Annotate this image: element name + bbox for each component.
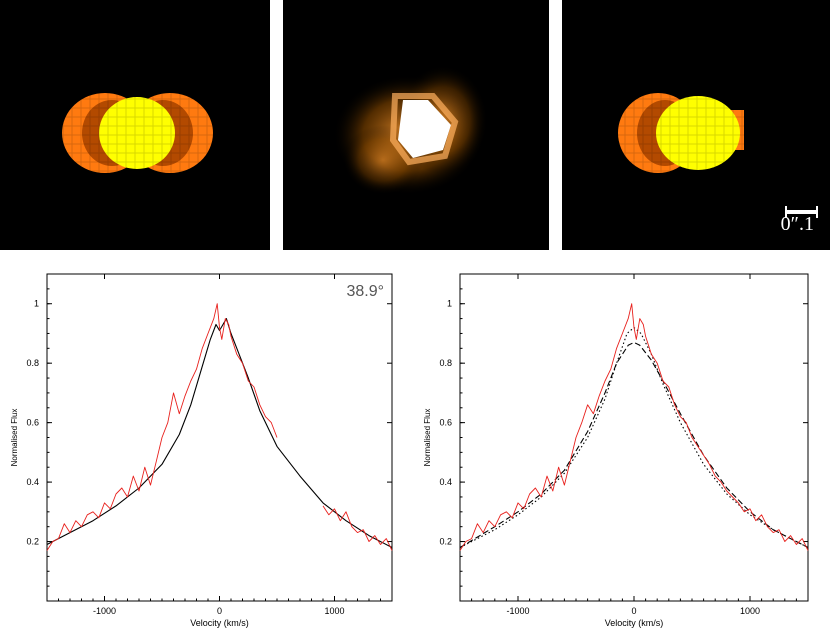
model-image-left — [0, 0, 270, 250]
inclination-annotation: 38.9° — [346, 283, 384, 300]
scale-bar-label: 0″.1 — [780, 213, 814, 235]
x-axis-label: Velocity (km/s) — [605, 618, 664, 628]
y-tick-label: 0.6 — [439, 418, 452, 428]
observed-image — [283, 0, 549, 250]
model-image-right: 0″.1 — [562, 0, 830, 250]
scale-bar — [785, 206, 818, 218]
x-tick-label: -1000 — [506, 606, 529, 616]
observed-image-graphic — [333, 65, 488, 195]
series-line-0 — [46, 318, 393, 548]
model-image-right-graphic — [617, 92, 747, 174]
series-line-2 — [322, 505, 393, 551]
series-line-1 — [46, 303, 278, 551]
y-tick-label: 0.6 — [26, 418, 39, 428]
y-tick-label: 0.4 — [26, 477, 39, 487]
y-axis-label: Normalised Flux — [423, 409, 432, 467]
y-tick-label: 0.2 — [26, 537, 39, 547]
spectrum-chart-right: 0.2 0.4 0.6 0.8 1 -1000 0 1000 Velocity (km/s) No… — [423, 273, 809, 628]
series-line-1 — [459, 326, 809, 548]
y-tick-label: 1 — [34, 299, 39, 309]
spectrum-chart-left: 0.2 0.4 0.6 0.8 1 -1000 0 1000 Velocity (km/s) No… — [10, 273, 393, 628]
y-tick-label: 1 — [447, 299, 452, 309]
x-tick-label: 1000 — [324, 606, 344, 616]
y-tick-label: 0.8 — [439, 358, 452, 368]
y-tick-label: 0.4 — [439, 477, 452, 487]
x-tick-label: 1000 — [740, 606, 760, 616]
x-tick-label: 0 — [631, 606, 636, 616]
y-tick-label: 0.8 — [26, 358, 39, 368]
x-tick-label: -1000 — [93, 606, 116, 616]
y-tick-label: 0.2 — [439, 537, 452, 547]
y-axis-label: Normalised Flux — [10, 409, 19, 467]
model-image-left-graphic — [60, 92, 215, 174]
series-line-0 — [459, 341, 809, 548]
x-axis-label: Velocity (km/s) — [190, 618, 249, 628]
series-line-2 — [459, 303, 809, 551]
x-tick-label: 0 — [217, 606, 222, 616]
